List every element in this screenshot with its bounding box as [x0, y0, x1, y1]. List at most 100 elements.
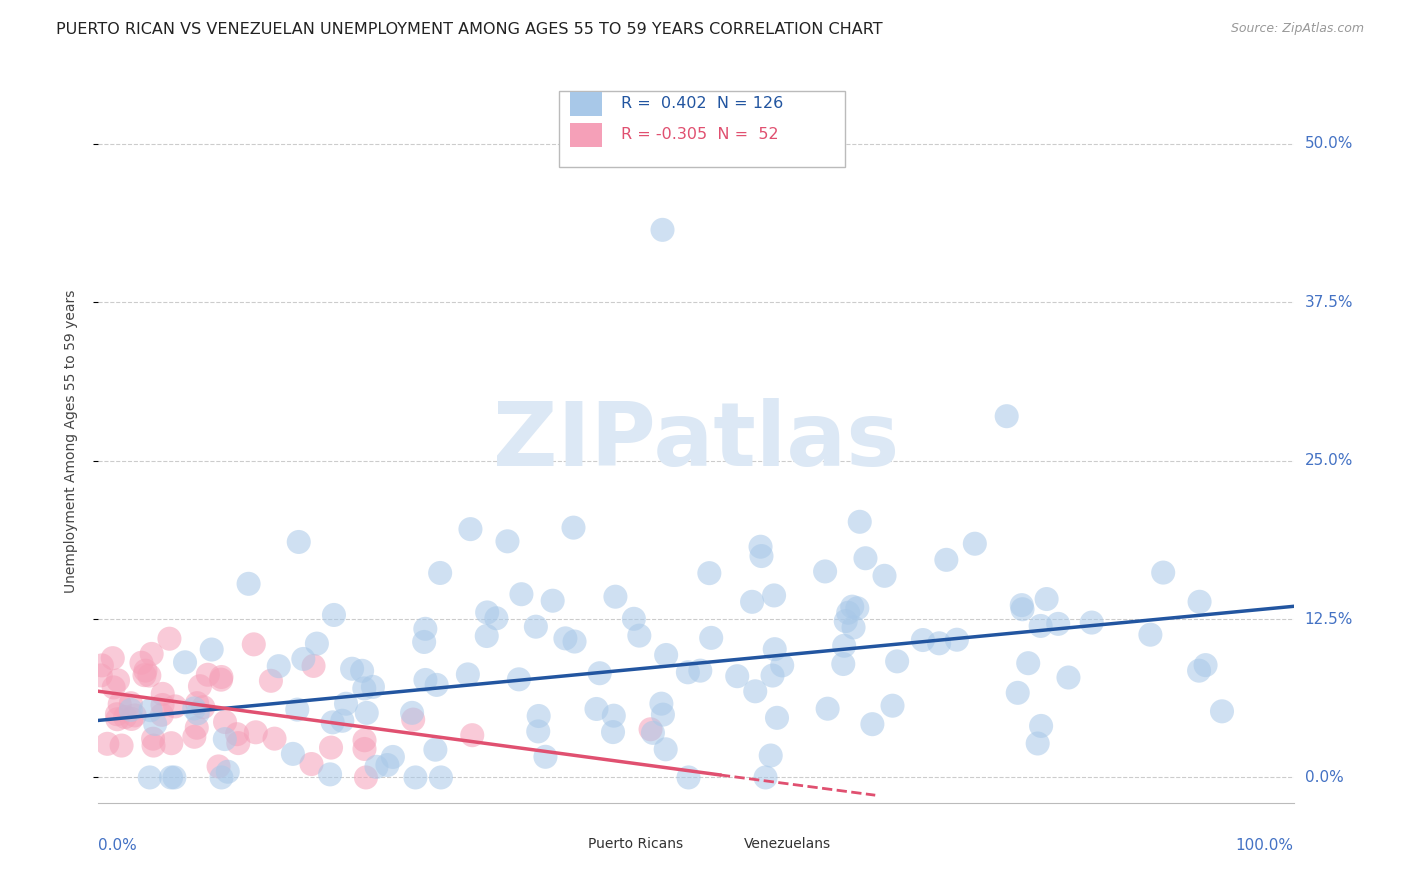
Point — [90, 668, 112, 682]
Point — [650, 697, 672, 711]
Point — [928, 636, 950, 650]
Point — [143, 717, 166, 731]
Point — [226, 727, 249, 741]
Point — [305, 637, 328, 651]
Point — [415, 673, 437, 687]
Point — [142, 739, 165, 753]
Point — [1035, 592, 1057, 607]
Text: ZIPatlas: ZIPatlas — [494, 398, 898, 485]
Point — [103, 681, 125, 695]
Point — [243, 637, 266, 651]
Point — [340, 662, 363, 676]
Point — [381, 750, 404, 764]
Point — [163, 771, 186, 785]
Text: 25.0%: 25.0% — [1305, 453, 1353, 468]
Point — [832, 639, 855, 653]
Point — [214, 714, 236, 729]
Point — [183, 730, 205, 744]
Point — [623, 612, 645, 626]
Point — [814, 565, 837, 579]
Point — [475, 629, 498, 643]
Point — [855, 551, 877, 566]
Point — [366, 760, 388, 774]
Point — [496, 534, 519, 549]
Point — [107, 673, 129, 688]
Point — [759, 748, 782, 763]
Point — [353, 681, 375, 696]
Text: Source: ZipAtlas.com: Source: ZipAtlas.com — [1230, 22, 1364, 36]
Point — [402, 713, 425, 727]
Point — [183, 701, 205, 715]
Point — [846, 601, 869, 615]
Point — [413, 635, 436, 649]
Point — [105, 712, 128, 726]
Point — [159, 632, 181, 646]
Point — [524, 620, 547, 634]
Point — [335, 697, 357, 711]
Point — [356, 706, 378, 720]
Point — [935, 553, 957, 567]
Point — [260, 673, 283, 688]
Point — [995, 409, 1018, 424]
Point — [207, 759, 229, 773]
Point — [835, 614, 858, 628]
Text: R = -0.305  N =  52: R = -0.305 N = 52 — [620, 128, 779, 143]
Point — [699, 566, 721, 581]
Point — [761, 668, 783, 682]
Point — [605, 590, 627, 604]
Point — [841, 599, 863, 614]
Point — [285, 703, 308, 717]
Text: 37.5%: 37.5% — [1305, 294, 1353, 310]
Point — [186, 696, 208, 710]
Point — [217, 764, 239, 779]
Point — [267, 659, 290, 673]
Point — [121, 712, 143, 726]
Point — [860, 717, 883, 731]
Point — [817, 701, 839, 715]
Point — [1194, 658, 1216, 673]
Point — [209, 673, 232, 687]
Point — [201, 642, 224, 657]
Point — [160, 736, 183, 750]
Point — [562, 521, 585, 535]
Point — [1188, 595, 1211, 609]
Point — [429, 566, 451, 580]
Point — [330, 714, 353, 728]
Point — [211, 670, 233, 684]
Point — [946, 632, 969, 647]
Point — [377, 758, 399, 772]
Point — [832, 657, 855, 671]
Point — [508, 673, 530, 687]
Point — [188, 679, 211, 693]
Point — [353, 742, 375, 756]
Point — [763, 642, 786, 657]
Point — [90, 658, 112, 673]
Point — [554, 632, 576, 646]
Point — [323, 607, 346, 622]
Point — [319, 767, 342, 781]
FancyBboxPatch shape — [706, 835, 737, 854]
Point — [589, 666, 612, 681]
Point — [1211, 704, 1233, 718]
Point — [134, 664, 156, 678]
Point — [302, 659, 325, 673]
Point — [1057, 671, 1080, 685]
Point — [655, 648, 678, 662]
Point — [138, 668, 160, 682]
Point — [105, 707, 128, 722]
Point — [527, 709, 550, 723]
Point — [628, 629, 651, 643]
Point — [120, 696, 142, 710]
Point — [209, 771, 232, 785]
Point — [1080, 615, 1102, 630]
Point — [564, 634, 586, 648]
Point — [461, 728, 484, 742]
Text: Puerto Ricans: Puerto Ricans — [589, 837, 683, 851]
Point — [141, 647, 163, 661]
Point — [108, 698, 131, 712]
Point — [415, 622, 437, 636]
Point — [139, 703, 162, 717]
Point — [120, 703, 142, 717]
Point — [678, 771, 700, 785]
Point — [744, 684, 766, 698]
